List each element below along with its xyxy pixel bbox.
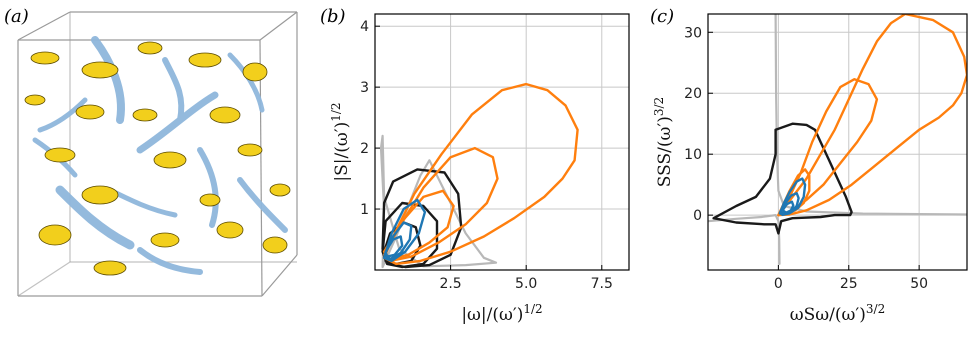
vortex-tube xyxy=(162,57,185,123)
strain-blob xyxy=(269,183,291,197)
contour-blue xyxy=(383,221,413,261)
strain-blobs xyxy=(24,41,291,276)
xtick-label: 7.5 xyxy=(591,276,613,292)
contour-blue xyxy=(384,235,404,258)
contour-orange xyxy=(777,78,879,217)
strain-blob xyxy=(81,61,119,79)
vortex-tube xyxy=(55,185,135,250)
panel-c-xlabel: ωSω/(ω′)3/2 xyxy=(790,302,885,325)
panel-b-ticks: 2.5 5.0 7.5 1 2 3 4 xyxy=(360,19,613,292)
strain-blob xyxy=(132,108,158,122)
strain-blob xyxy=(24,94,46,106)
strain-blob xyxy=(188,52,222,68)
panel-c-frame xyxy=(707,13,968,271)
panel-b-xlabel: |ω|/(ω′)1/2 xyxy=(461,302,542,325)
contour-grey xyxy=(379,134,498,269)
box-edge xyxy=(17,11,71,41)
strain-blob xyxy=(150,232,180,248)
ytick-label: 20 xyxy=(684,86,702,102)
vortex-tube xyxy=(197,147,219,228)
strain-blob xyxy=(199,193,221,207)
strain-blob xyxy=(93,260,127,276)
ytick-label: 0 xyxy=(693,208,702,224)
contour-blue xyxy=(781,200,795,214)
xtick-label: 0 xyxy=(774,276,783,292)
panel-b-curves xyxy=(379,82,579,269)
ytick-label: 3 xyxy=(360,80,369,96)
panel-b-grid xyxy=(375,14,629,270)
strain-blob xyxy=(242,62,268,82)
contour-blue xyxy=(382,198,427,263)
strain-blob xyxy=(153,151,187,169)
ytick-label: 30 xyxy=(684,25,702,41)
panel-b-label: (b) xyxy=(320,6,346,27)
contour-orange xyxy=(777,14,967,217)
strain-blob xyxy=(237,143,263,157)
vortex-tube xyxy=(107,187,178,218)
panel-c-label: (c) xyxy=(650,6,674,27)
strain-blob xyxy=(262,236,288,254)
panel-a: (a) xyxy=(4,6,298,297)
xtick-label: 25 xyxy=(840,276,858,292)
panel-c: (c) 0 25 50 0 10 20 30 ωSω/(ω′)3/2 SSS/(ω′)3/2 xyxy=(650,6,968,325)
xtick-label: 5.0 xyxy=(515,276,537,292)
panel-c-ylabel: SSS/(ω′)3/2 xyxy=(652,97,675,187)
contour-grey xyxy=(774,14,967,216)
contour-black xyxy=(712,122,853,235)
contour-orange xyxy=(382,82,579,266)
strain-blob xyxy=(30,51,60,65)
panel-b-frame xyxy=(374,13,630,271)
vortex-tube xyxy=(37,97,88,133)
strain-blob xyxy=(38,224,72,246)
strain-blob xyxy=(75,104,105,120)
panel-b: (b) 2.5 5.0 7.5 1 2 3 4 |ω|/(ω′)1/2 |S|/(ω′)1/… xyxy=(320,6,630,325)
box-edge-hidden xyxy=(17,261,71,297)
strain-blob xyxy=(216,221,244,239)
xtick-label: 50 xyxy=(910,276,928,292)
panel-c-ticks: 0 25 50 0 10 20 30 xyxy=(684,25,928,292)
strain-blob xyxy=(81,185,119,205)
box-edge xyxy=(259,11,298,41)
panel-c-curves xyxy=(708,14,967,265)
contour-orange xyxy=(382,146,499,263)
panel-a-label: (a) xyxy=(4,6,29,27)
ytick-label: 1 xyxy=(360,202,369,218)
vortex-tube xyxy=(136,91,219,154)
ytick-label: 10 xyxy=(684,147,702,163)
strain-blob xyxy=(209,106,241,124)
ytick-label: 2 xyxy=(360,141,369,157)
panel-c-grid xyxy=(708,14,967,270)
vortex-tube xyxy=(237,177,288,233)
box-edge xyxy=(259,39,263,297)
ytick-label: 4 xyxy=(360,19,369,35)
contour-grey xyxy=(708,214,781,265)
strain-blob xyxy=(137,41,163,55)
xtick-label: 2.5 xyxy=(439,276,461,292)
strain-blob xyxy=(44,147,76,163)
vortex-tube xyxy=(91,36,125,124)
panel-b-ylabel: |S|/(ω′)1/2 xyxy=(329,102,352,181)
box-edge xyxy=(261,254,298,297)
vortex-tube xyxy=(137,247,203,275)
